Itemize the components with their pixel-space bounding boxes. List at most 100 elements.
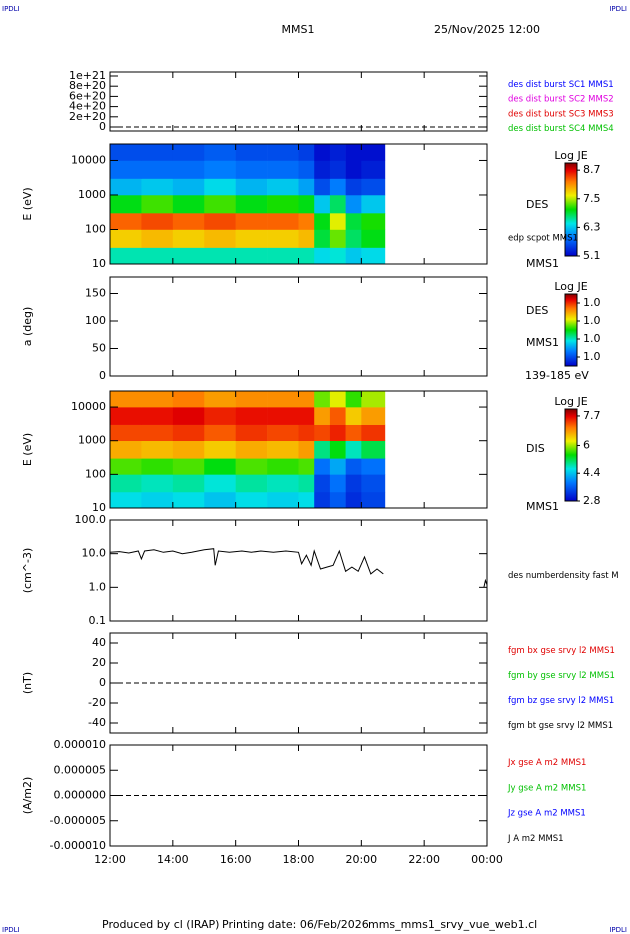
- y-tick-label: 10.0: [82, 547, 107, 560]
- panel-label: DES: [526, 304, 548, 317]
- heatmap-cell: [204, 491, 236, 509]
- x-tick-label: 16:00: [220, 853, 252, 866]
- heatmap-cell: [235, 407, 268, 425]
- heatmap-cell: [267, 491, 299, 509]
- heatmap-cell: [204, 229, 236, 248]
- heatmap-cell: [314, 229, 331, 248]
- heatmap-cell: [267, 194, 299, 214]
- y-tick-label: 1.0: [89, 580, 107, 593]
- heatmap-cell: [141, 491, 174, 509]
- y-tick-label: 10000: [71, 153, 106, 166]
- heatmap-cell: [267, 474, 299, 493]
- colorbar: [564, 293, 578, 367]
- heatmap-cell: [345, 247, 362, 265]
- heatmap-cell: [235, 440, 268, 459]
- heatmap-cell: [172, 144, 205, 161]
- heatmap-cell: [172, 160, 205, 179]
- heatmap-cell: [204, 213, 236, 230]
- heatmap-cell: [172, 194, 205, 214]
- x-tick-label: 12:00: [94, 853, 126, 866]
- heatmap-cell: [172, 474, 205, 493]
- heatmap-cell: [141, 178, 174, 196]
- heatmap-cell: [298, 458, 315, 475]
- y-tick-label: 20: [92, 656, 106, 669]
- heatmap-cell: [361, 424, 386, 442]
- panel-label: edp scpot MMS1: [508, 234, 578, 244]
- heatmap-cell: [329, 491, 346, 509]
- colorbar-tick-label: 6.3: [583, 220, 601, 233]
- heatmap-cell: [329, 391, 346, 408]
- heatmap-cell: [329, 424, 346, 442]
- heatmap-cell: [329, 213, 346, 230]
- heatmap-cell: [110, 424, 142, 442]
- heatmap-cell: [235, 229, 268, 248]
- heatmap-cell: [345, 407, 362, 425]
- y-tick-label: 100: [85, 222, 106, 235]
- heatmap-cell: [141, 144, 174, 161]
- y-axis-label: a (deg): [21, 307, 34, 347]
- y-tick-label: 4e+20: [69, 100, 106, 113]
- heatmap-cell: [267, 178, 299, 196]
- heatmap-cell: [141, 407, 174, 425]
- heatmap-cell: [172, 458, 205, 475]
- heatmap-cell: [110, 391, 142, 408]
- heatmap-cell: [314, 178, 331, 196]
- heatmap-cell: [141, 160, 174, 179]
- footer-text: mms_mms1_srvy_vue_web1.cl: [368, 918, 537, 931]
- heatmap-cell: [329, 458, 346, 475]
- panel-label: DIS: [526, 442, 545, 455]
- x-tick-label: 20:00: [345, 853, 377, 866]
- heatmap-cell: [361, 213, 386, 230]
- heatmap-cell: [141, 474, 174, 493]
- heatmap-cell: [235, 194, 268, 214]
- heatmap-cell: [267, 229, 299, 248]
- legend-entry: fgm bx gse srvy l2 MMS1: [508, 646, 615, 656]
- heatmap-cell: [314, 144, 331, 161]
- heatmap-cell: [204, 474, 236, 493]
- heatmap-cell: [361, 194, 386, 214]
- heatmap-cell: [361, 160, 386, 179]
- x-tick-label: 14:00: [157, 853, 189, 866]
- heatmap-cell: [110, 474, 142, 493]
- legend-entry: des dist burst SC3 MMS3: [508, 109, 614, 119]
- heatmap-cell: [345, 160, 362, 179]
- colorbar-tick-label: 1.0: [583, 296, 601, 309]
- heatmap-cell: [172, 391, 205, 408]
- y-tick-label: 50: [92, 342, 106, 355]
- colorbar-label: Log JE: [554, 149, 587, 162]
- heatmap-cell: [298, 491, 315, 509]
- heatmap-cell: [298, 229, 315, 248]
- colorbar-tick-label: 4.4: [583, 466, 601, 479]
- heatmap-cell: [314, 458, 331, 475]
- heatmap-cell: [345, 213, 362, 230]
- date-title: 25/Nov/2025 12:00: [434, 23, 540, 36]
- heatmap-cell: [172, 424, 205, 442]
- heatmap-cell: [172, 213, 205, 230]
- heatmap-cell: [204, 458, 236, 475]
- heatmap-cell: [314, 194, 331, 214]
- heatmap-cell: [361, 178, 386, 196]
- heatmap-cell: [141, 391, 174, 408]
- colorbar-tick-label: 6: [583, 438, 590, 451]
- heatmap-cell: [329, 194, 346, 214]
- colorbar-label: Log JE: [554, 280, 587, 293]
- panel-label: MMS1: [526, 336, 559, 349]
- panel-label: MMS1: [526, 257, 559, 270]
- legend-entry: des dist burst SC4 MMS4: [508, 124, 614, 134]
- y-tick-label: 0.000000: [54, 789, 107, 802]
- heatmap-cell: [329, 247, 346, 265]
- corner-label: IPDLI: [609, 5, 627, 13]
- heatmap-cell: [267, 440, 299, 459]
- heatmap-cell: [361, 440, 386, 459]
- y-tick-label: 0: [99, 120, 106, 133]
- y-axis-label: (nT): [21, 672, 34, 694]
- heatmap-cell: [314, 440, 331, 459]
- heatmap-cell: [204, 247, 236, 265]
- heatmap-cell: [204, 178, 236, 196]
- panel-frame: [109, 71, 488, 132]
- legend-entry: des numberdensity fast M: [508, 571, 619, 581]
- heatmap-cell: [141, 213, 174, 230]
- heatmap-cell: [298, 213, 315, 230]
- heatmap-cell: [110, 247, 142, 265]
- x-tick-label: 18:00: [283, 853, 315, 866]
